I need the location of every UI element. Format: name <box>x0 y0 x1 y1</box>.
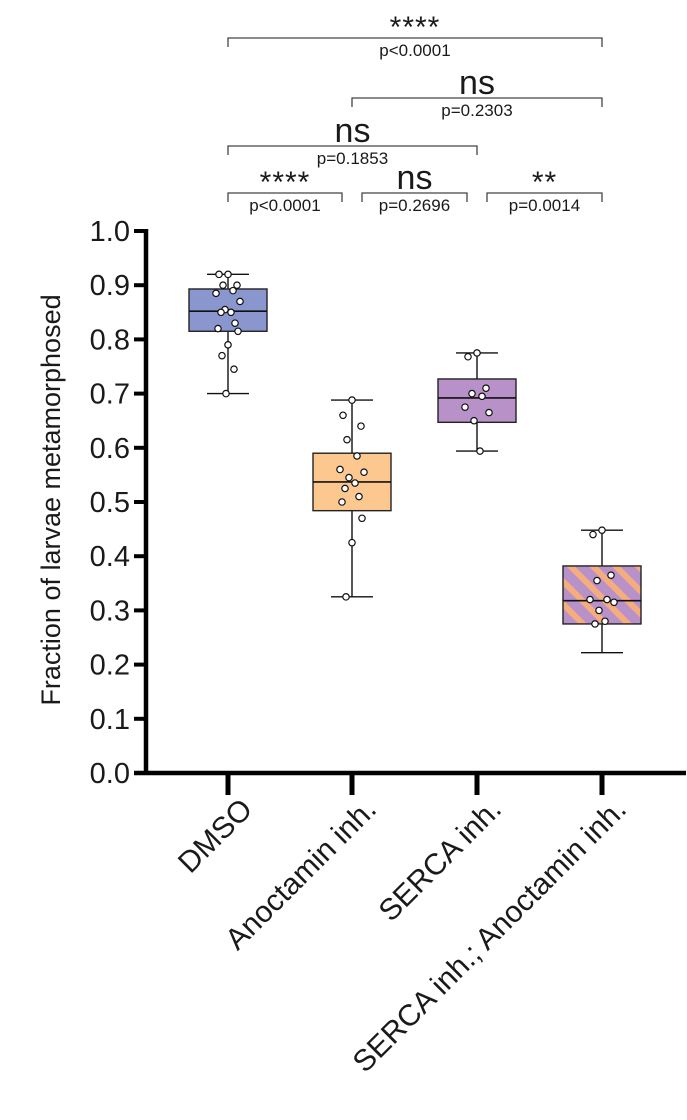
y-axis-label: Fraction of larvae metamorphosed <box>36 294 66 705</box>
data-point <box>212 289 220 298</box>
data-point <box>601 617 609 626</box>
y-tick-label: 1.0 <box>90 216 130 248</box>
significance-stars: **** <box>390 11 441 44</box>
y-tick-label: 0.4 <box>90 541 130 573</box>
data-point <box>591 620 599 628</box>
significance-stars: ns <box>335 112 371 150</box>
box-group <box>312 396 392 601</box>
data-point <box>461 403 469 411</box>
bracket-line <box>361 192 468 202</box>
comparison-bracket: ****p<0.0001 <box>227 166 343 215</box>
data-point <box>358 514 366 523</box>
x-tick-label: SERCA inh.; Anoctamin inh. <box>347 793 633 1079</box>
p-value-label: p=0.2303 <box>441 101 512 120</box>
significance-stars: ns <box>459 64 495 102</box>
data-point <box>338 498 346 506</box>
x-tick-label: DMSO <box>172 793 259 880</box>
comparison-bracket: nsp=0.2303 <box>351 64 603 120</box>
significance-stars: ** <box>532 166 557 199</box>
y-tick-label: 0.7 <box>90 379 130 411</box>
data-point <box>468 389 476 398</box>
data-point <box>598 526 606 534</box>
data-point <box>470 416 478 425</box>
comparison-bracket: nsp=0.2696 <box>361 159 468 215</box>
data-point <box>586 595 594 604</box>
box-iqr <box>437 378 517 424</box>
box-series <box>188 270 642 654</box>
box-group <box>437 349 517 455</box>
data-point <box>230 365 238 374</box>
p-value-label: p<0.0001 <box>249 196 320 215</box>
bracket-line <box>227 145 478 155</box>
bracket-line <box>486 192 603 202</box>
data-point <box>610 598 618 607</box>
data-point <box>607 571 615 579</box>
data-point <box>234 327 242 336</box>
data-point <box>339 411 347 420</box>
data-point <box>348 396 356 404</box>
bracket-line <box>227 192 343 202</box>
data-point <box>353 452 361 460</box>
data-point <box>336 465 344 474</box>
data-point <box>341 484 349 493</box>
bracket-line <box>351 97 603 107</box>
bracket-line <box>227 37 603 47</box>
data-point <box>355 492 363 501</box>
data-point <box>351 479 359 487</box>
y-tick-label: 0.5 <box>90 487 130 519</box>
data-point <box>215 270 223 279</box>
p-value-label: p=0.1853 <box>317 149 388 168</box>
data-point <box>236 297 244 306</box>
p-value-label: p<0.0001 <box>379 41 450 60</box>
y-tick-label: 0.2 <box>90 650 130 682</box>
data-point <box>224 270 232 279</box>
data-point <box>478 392 486 401</box>
y-tick-label: 0.8 <box>90 324 130 356</box>
data-point <box>233 281 241 290</box>
box-group <box>188 270 268 398</box>
comparison-bracket: ****p<0.0001 <box>227 11 603 60</box>
data-point <box>482 384 490 392</box>
significance-stars: ns <box>397 159 433 197</box>
significance-stars: **** <box>260 166 311 199</box>
axes: 0.00.10.20.30.40.50.60.70.80.91.0DMSOAno… <box>90 216 686 1079</box>
y-tick-label: 0.6 <box>90 433 130 465</box>
data-point <box>224 341 232 349</box>
y-tick-label: 0.3 <box>90 595 130 627</box>
data-point <box>343 435 351 444</box>
data-point <box>227 308 235 317</box>
box-iqr <box>562 565 642 625</box>
significance-brackets: ****p<0.0001nsp=0.2303nsp=0.1853****p<0.… <box>227 11 603 215</box>
data-point <box>217 308 225 317</box>
y-tick-label: 0.9 <box>90 270 130 302</box>
data-point <box>476 447 484 455</box>
comparison-bracket: **p=0.0014 <box>486 166 603 215</box>
box-group <box>562 526 642 654</box>
data-point <box>345 473 353 482</box>
data-point <box>229 286 237 295</box>
data-point <box>342 593 350 601</box>
data-point <box>231 319 239 327</box>
data-point <box>589 530 597 539</box>
y-tick-label: 0.1 <box>90 704 130 736</box>
p-value-label: p=0.0014 <box>509 196 580 215</box>
comparison-bracket: nsp=0.1853 <box>227 112 478 168</box>
data-point <box>593 576 601 585</box>
data-point <box>464 352 472 361</box>
data-point <box>485 408 493 417</box>
data-point <box>218 351 226 360</box>
data-point <box>595 606 603 615</box>
y-tick-label: 0.0 <box>90 758 130 790</box>
data-point <box>473 349 481 357</box>
data-point <box>603 595 611 604</box>
data-point <box>348 538 356 547</box>
data-point <box>214 324 222 333</box>
data-point <box>219 281 227 290</box>
x-tick-label: SERCA inh. <box>373 793 508 928</box>
data-point <box>360 468 368 476</box>
p-value-label: p=0.2696 <box>379 196 450 215</box>
data-point <box>357 422 365 430</box>
data-point <box>222 389 230 398</box>
